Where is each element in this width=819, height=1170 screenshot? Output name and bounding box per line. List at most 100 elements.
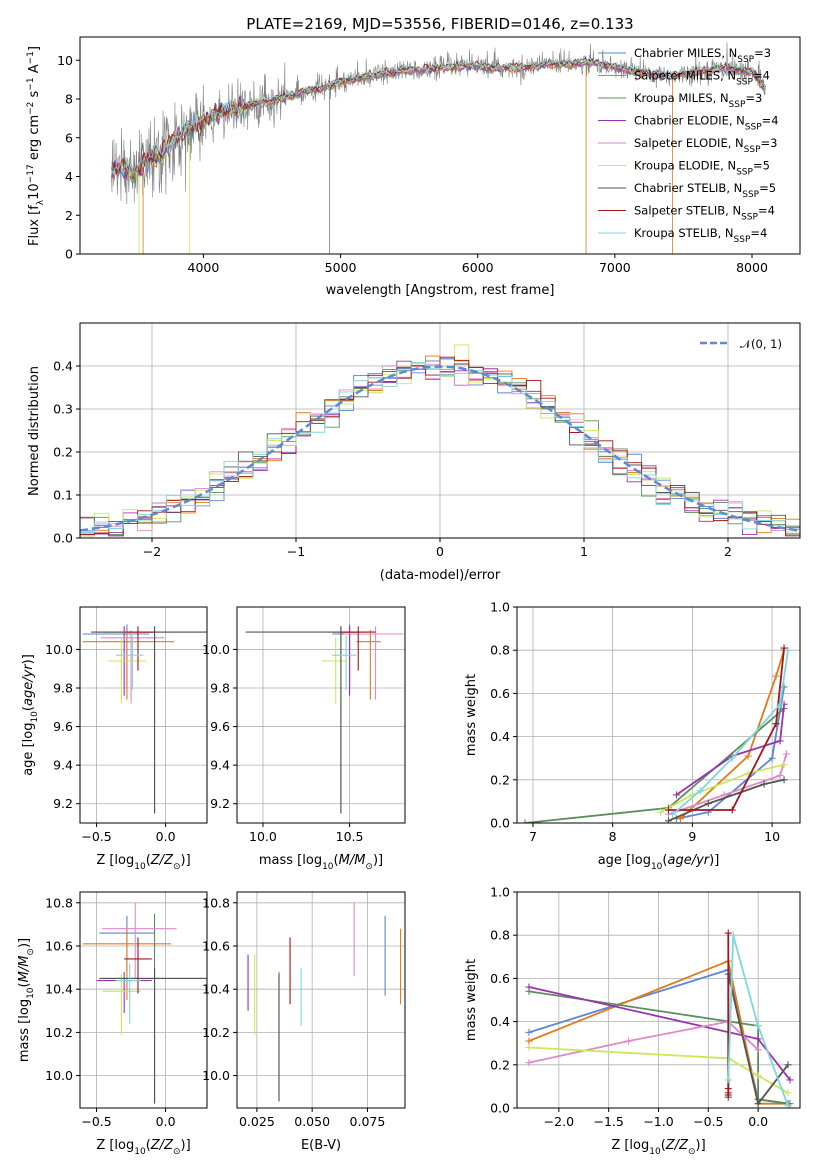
mass-vs-Z-axes-xlabel-part: )] [181,1138,191,1153]
massweight-marker [729,931,737,939]
mass-vs-Z-axes-plot [82,902,207,1104]
massweight-marker [782,750,790,758]
mass-vs-EBV-axes-ytick-label: 10.8 [202,895,230,910]
age-vs-mass-axes-grid [237,607,405,823]
age-vs-mass-axes-xlabel: mass [log10(M/M⊙)] [259,853,383,872]
legend-label: Kroupa MILES, NSSP=3 [634,91,762,110]
residuals-axes-ytick-label: 0.1 [53,488,73,503]
mass-vs-EBV-axes-xtick-label: 0.050 [294,1114,330,1129]
mass-vs-Z-axes-ytick-label: 10.0 [45,1068,73,1083]
legend-label-part: Salpeter STELIB, N [634,204,741,218]
residuals-axes-ytick-label: 0.3 [53,402,73,417]
mass-vs-Z-axes-xlabel-part: Z [log [96,1138,134,1153]
legend-label-part: Kroupa STELIB, N [634,226,734,240]
spectrum-ylabel-part: A [27,64,42,77]
residuals-ylabel: Normed distribution [27,366,42,496]
mass-vs-Z-axes-xtick-label: −0.5 [81,1114,111,1129]
age-vs-mass-axes: 10.0 10.5 9.2 9.4 9.6 9.8 10.0 [202,606,406,844]
age-vs-Z-axes-xlabel-part: ( [146,853,151,868]
massweight-marker [786,1076,794,1084]
massweight-marker [780,761,788,769]
residuals-axes-xtick-label: 1 [580,544,588,559]
residuals-axes-xtick-label: 2 [724,544,732,559]
massweight-vs-Z-axes-xtick-label: −2.0 [544,1114,574,1129]
age-vs-Z-axes-plot [82,624,207,814]
massweight-marker [754,1072,762,1080]
mass-vs-Z-axes-xlabel-part: ( [146,1138,151,1153]
spectrum-model-line [111,57,766,177]
massweight-series-line [675,704,785,796]
mass-vs-Z-axes-ylabel-part: 10 [26,987,36,999]
age-vs-Z-axes-ylabel-part: age/yr [21,663,36,706]
age-vs-Z-axes-xtick-label: 0.0 [156,829,176,844]
massweight-vs-age-axes-xtick-label: 7 [529,829,537,844]
massweight-vs-age-axes-grid [517,606,800,824]
massweight-series-line [668,647,785,811]
massweight-vs-Z-axes: −2.0 −1.5 −1.0 −0.5 0.0 0.0 0.2 0.4 0.6 0.8 1.0 [490,885,801,1129]
massweight-vs-age-axes-ytick-label: 0.8 [490,643,510,658]
spectrum-title: PLATE=2169, MJD=53556, FIBERID=0146, z=0… [246,15,633,33]
legend-label: Kroupa STELIB, NSSP=4 [634,226,767,245]
spectrum-ylabel-part: s [27,90,42,101]
spectrum-axes-ytick-label: 6 [65,130,73,145]
massweight-vs-age-axes-xlabel-part: age/yr [667,853,710,868]
spectrum-axes-ytick-label: 8 [65,92,73,107]
legend-label-part: SSP [737,55,754,65]
massweight-vs-Z-axes-xtick-label: −1.5 [593,1114,623,1129]
spectrum-axes-ytick-label: 2 [65,208,73,223]
age-vs-mass-axes-ytick-label: 9.4 [210,758,230,773]
massweight-marker [664,806,672,814]
massweight-marker [744,752,752,760]
age-vs-mass-axes-xlabel-part: )] [373,853,383,868]
massweight-marker [784,646,792,654]
age-vs-Z-axes-xlabel-part: Z/Z [150,853,174,868]
residuals-axes-frame [79,322,801,539]
residual-histogram-series [80,362,800,538]
residuals-axes-plot [80,344,800,538]
massweight-vs-Z-axes-xlabel-part: Z [log [611,1138,649,1153]
legend-label-part: Kroupa MILES, N [634,91,729,105]
massweight-marker [668,810,676,818]
legend-label: Chabrier ELODIE, NSSP=4 [634,114,779,133]
residuals-axes-ytick-label: 0.0 [53,531,73,546]
residuals-axes-xtick-label: −2 [143,544,161,559]
spectrum-ylabel-part: ] [27,46,42,51]
age-vs-mass-axes-xtick-label: 10.5 [336,829,364,844]
spectrum-ylabel: Flux [fλ10−17 erg cm−2 s−1 A−1] [26,46,46,246]
legend-label-part: Chabrier ELODIE, N [634,114,745,128]
age-vs-Z-axes-ylabel-part: 10 [30,711,40,723]
massweight-vs-age-axes-xtick-label: 8 [609,829,617,844]
massweight-vs-age-axes-frame [516,606,801,824]
age-vs-mass-axes-ytick-label: 9.2 [210,796,230,811]
age-vs-Z-axes-xlabel-part: )] [181,853,191,868]
massweight-marker [704,800,712,808]
age-vs-Z-axes-ytick-label: 9.2 [53,796,73,811]
massweight-marker [780,776,788,784]
mass-vs-Z-axes-xlabel: Z [log10(Z/Z⊙)] [96,1138,190,1157]
mass-vs-Z-axes-ylabel-part: mass [log [17,999,32,1062]
massweight-vs-Z-axes-xlabel-part: Z/Z [665,1138,689,1153]
age-vs-mass-axes-ytick-label: 9.6 [210,719,230,734]
massweight-marker [664,817,672,823]
legend-label-part: =5 [759,181,776,195]
massweight-vs-age-axes-xlabel-part: 10 [651,862,663,872]
massweight-marker [672,791,680,799]
mass-vs-Z-axes-ylabel-part: )] [17,938,32,948]
legend-label: 𝒩(0, 1) [740,337,782,351]
massweight-vs-age-axes-ytick-label: 0.2 [490,772,510,787]
age-vs-mass-axes-ytick-label: 10.0 [202,642,230,657]
massweight-vs-Z-axes-ytick-label: 0.2 [490,1057,510,1072]
massweight-marker [784,1061,792,1069]
mass-vs-Z-axes-xtick-label: 0.0 [156,1114,176,1129]
age-vs-mass-axes-xtick-label: 10.0 [249,829,277,844]
age-vs-mass-axes-frame [236,606,406,824]
spectrum-axes-xtick-label: 5000 [325,260,357,275]
legend-label-part: SSP [736,168,753,178]
massweight-marker [525,983,533,991]
massweight-vs-Z-axes-plot [525,929,794,1108]
massweight-marker [728,754,736,762]
massweight-vs-Z-axes-xlabel-part: ( [661,1138,666,1153]
massweight-marker [784,1089,792,1097]
massweight-vs-age-axes-xlabel-part: age [log [598,853,651,868]
